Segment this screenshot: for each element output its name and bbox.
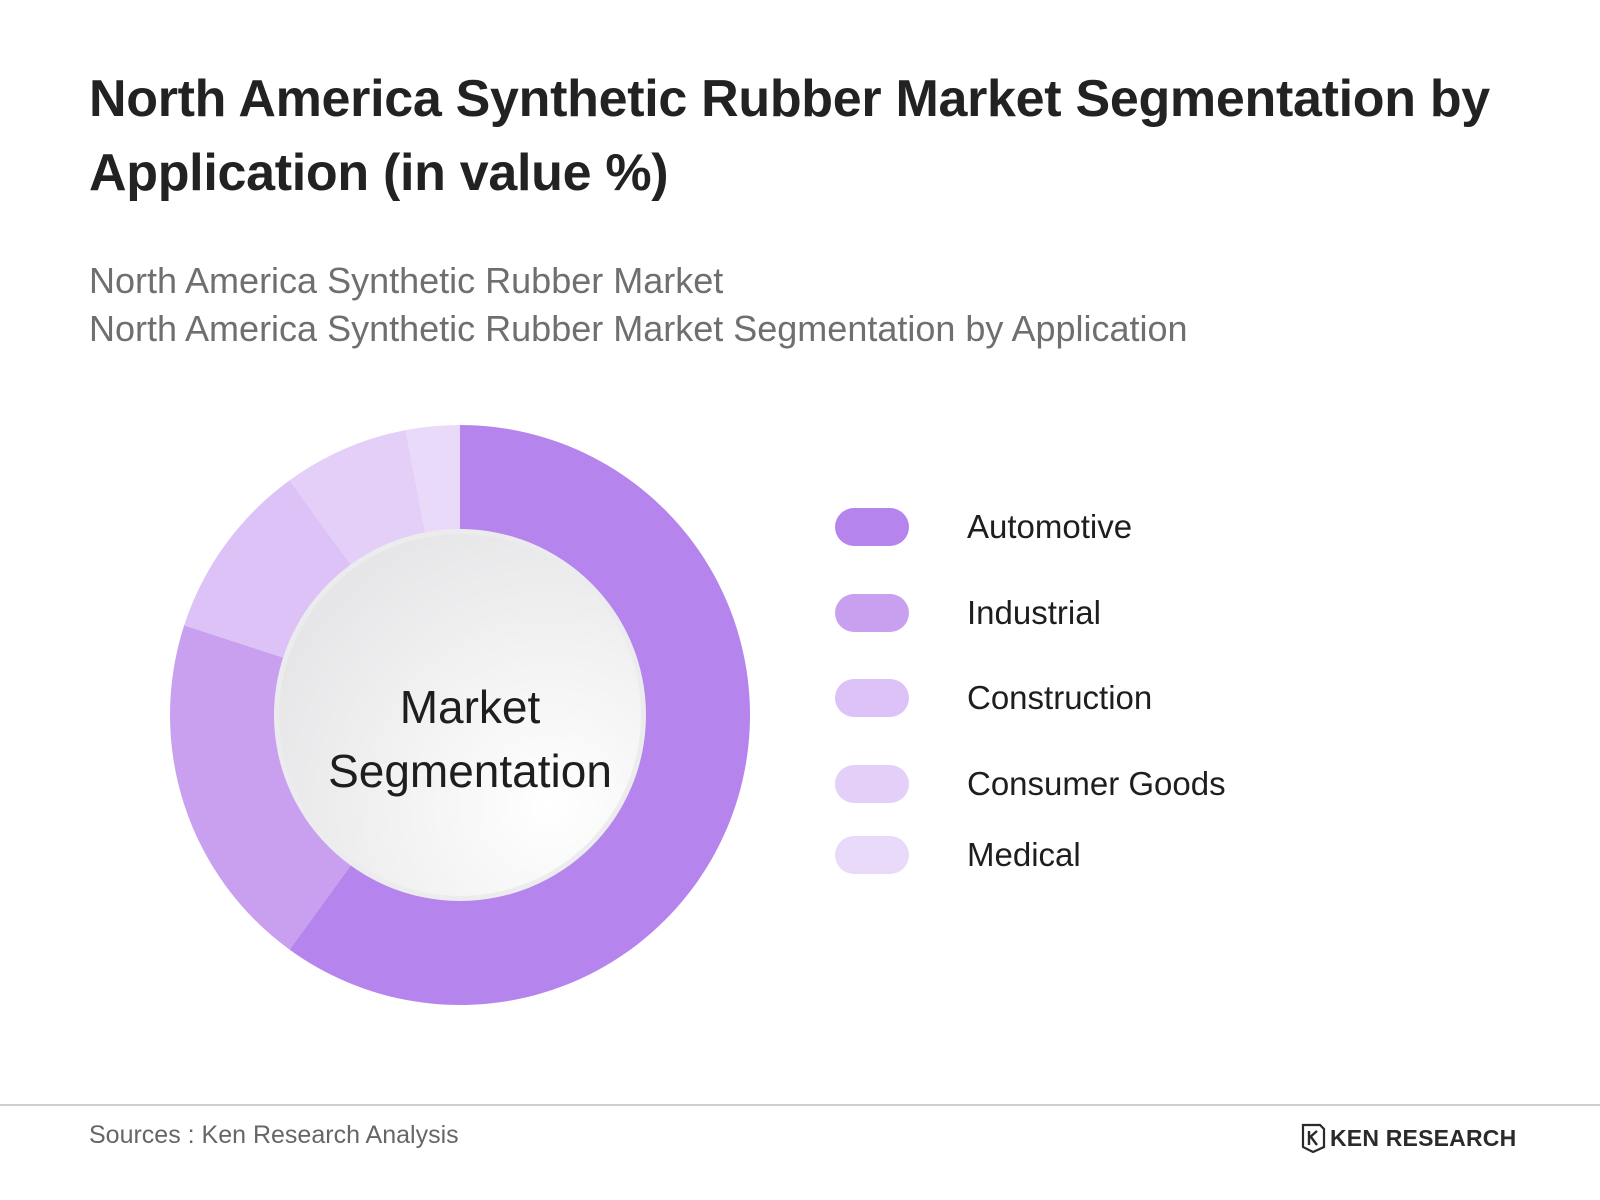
legend-item-construction: Construction [835,676,1435,720]
donut-slice-consumer-goods [289,430,426,566]
ken-research-logo-icon [1301,1123,1326,1153]
legend-label-consumer-goods: Consumer Goods [967,765,1226,802]
donut-slice-medical [405,425,460,534]
chart-subtitle-line-2: North America Synthetic Rubber Market Se… [89,308,1188,349]
legend-label-medical: Medical [967,836,1081,873]
chart-legend: Automotive Industrial Construction Consumer… [835,505,1435,925]
legend-item-medical: Medical [835,833,1435,877]
footer-divider [0,1104,1600,1106]
legend-swatch-medical [835,836,909,874]
legend-swatch-automotive [835,508,909,546]
legend-item-consumer-goods: Consumer Goods [835,762,1435,806]
donut-center-label-line-1: Market [399,681,541,733]
legend-label-industrial: Industrial [967,594,1101,631]
chart-subtitle-line-1: North America Synthetic Rubber Market [89,260,724,301]
donut-chart-svg [170,425,751,1006]
donut-chart: Market Segmentation [170,425,770,1025]
legend-item-automotive: Automotive [835,505,1435,549]
legend-swatch-consumer-goods [835,765,909,803]
legend-label-automotive: Automotive [967,508,1133,545]
legend-label-construction: Construction [967,679,1153,716]
legend-swatch-construction [835,679,909,717]
donut-slice-automotive [289,425,751,1006]
donut-center-label-line-2: Segmentation [328,745,612,797]
source-note: Sources : Ken Research Analysis [89,1121,459,1149]
donut-slices [170,425,751,1006]
ken-research-logo: KEN RESEARCH [1300,1123,1540,1153]
donut-hole [279,534,641,896]
donut-slice-industrial [170,625,352,950]
legend-swatch-industrial [835,594,909,632]
legend-item-industrial: Industrial [835,591,1435,635]
donut-slice-construction [184,480,352,658]
ken-research-logo-text: KEN RESEARCH [1330,1125,1517,1151]
chart-title: North America Synthetic Rubber Market Se… [89,70,1490,202]
donut-center-label: Market Segmentation [290,675,650,803]
